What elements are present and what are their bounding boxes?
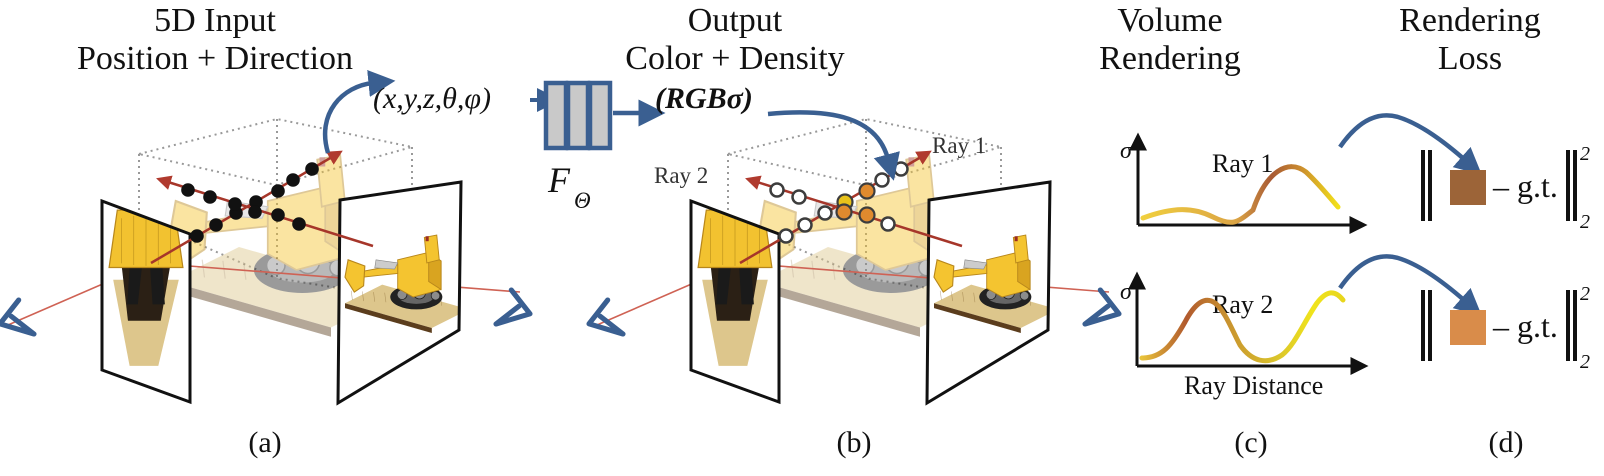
svg-text:σ: σ	[1120, 138, 1133, 164]
svg-text:2: 2	[1580, 283, 1590, 305]
svg-text:(b): (b)	[837, 426, 872, 459]
svg-text:Ray 1: Ray 1	[1212, 149, 1273, 178]
svg-text:(RGBσ): (RGBσ)	[655, 82, 753, 115]
svg-text:– g.t.: – g.t.	[1492, 308, 1558, 344]
svg-text:– g.t.: – g.t.	[1492, 168, 1558, 204]
svg-text:F: F	[547, 160, 571, 200]
svg-text:(a): (a)	[248, 426, 281, 459]
svg-text:(c): (c)	[1234, 426, 1267, 459]
svg-text:Ray 2: Ray 2	[654, 163, 708, 188]
svg-text:2: 2	[1580, 211, 1590, 233]
svg-text:σ: σ	[1120, 279, 1133, 305]
svg-text:(x,y,z,θ,φ): (x,y,z,θ,φ)	[373, 82, 491, 115]
svg-text:2: 2	[1580, 143, 1590, 165]
svg-text:Θ: Θ	[574, 188, 591, 213]
svg-text:Ray Distance: Ray Distance	[1184, 371, 1323, 400]
svg-text:Ray 2: Ray 2	[1212, 290, 1273, 319]
svg-text:(d): (d)	[1489, 426, 1524, 459]
svg-text:2: 2	[1580, 351, 1590, 373]
svg-text:Ray 1: Ray 1	[932, 133, 986, 158]
